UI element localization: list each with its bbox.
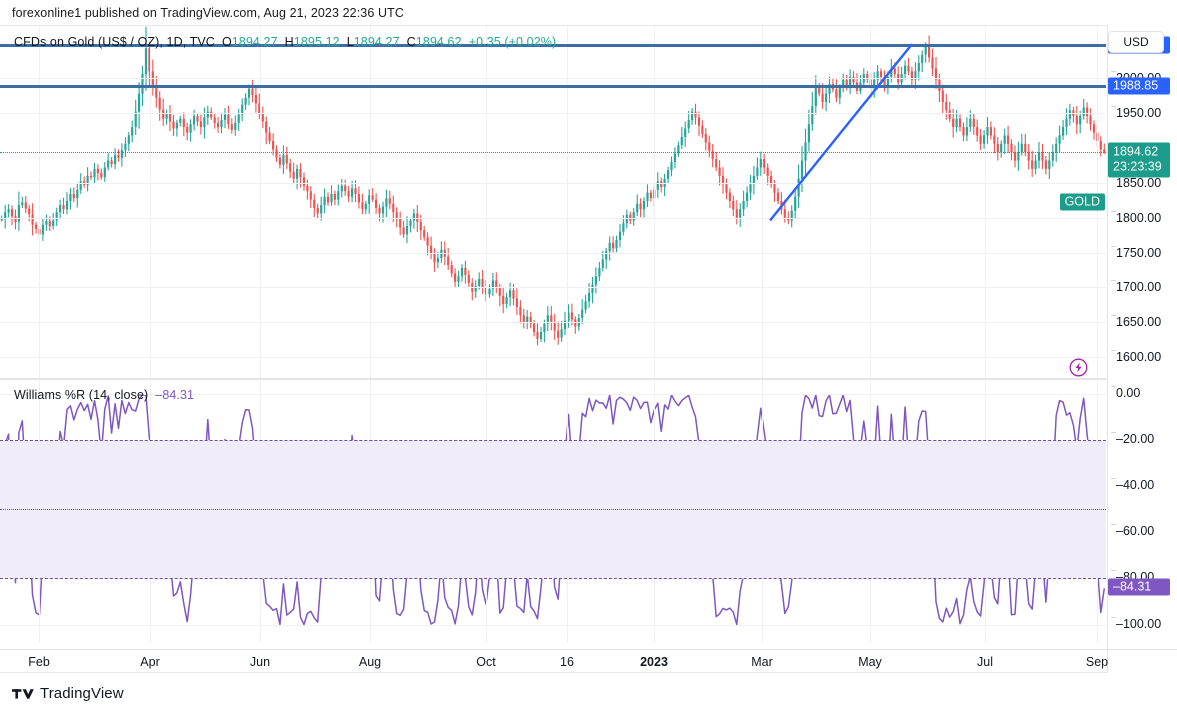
symbol-price-tag: GOLD [1059, 193, 1105, 211]
time-label: Apr [140, 655, 160, 669]
time-label: May [858, 655, 882, 669]
price-tick: 1750.00 [1111, 245, 1161, 260]
tradingview-logo-icon[interactable]: TradingView [12, 685, 124, 702]
axis-badge-williams-r[interactable]: –84.31 [1108, 578, 1170, 596]
axis-badge-resistance-1988[interactable]: 1988.85 [1108, 77, 1170, 95]
williams-r-oversold-line [0, 578, 1106, 580]
legend-high-value: 1895.12 [293, 35, 340, 49]
legend-high-label: H [284, 35, 294, 49]
williams-r-overbought-line [0, 440, 1106, 441]
legend-low-label: L [346, 35, 354, 49]
gridline-vertical [486, 26, 487, 378]
time-label: Jul [977, 655, 993, 669]
time-label: 16 [560, 655, 574, 669]
legend-open-label: O [221, 35, 232, 49]
tradingview-brand: TradingView [40, 685, 124, 702]
price-legend: CFDs on Gold (US$ / OZ), 1D, TVC O1894.27… [14, 35, 556, 49]
gridline-vertical [370, 26, 371, 378]
chart-frame: CFDs on Gold (US$ / OZ), 1D, TVC O1894.27… [0, 25, 1177, 673]
indicator-value: –84.31 [155, 388, 195, 402]
gridline-horizontal [0, 393, 1106, 395]
publish-text: forexonline1 published on TradingView.co… [12, 5, 404, 20]
gridline-vertical [567, 26, 568, 378]
price-tick: 1950.00 [1111, 106, 1161, 120]
time-label: Aug [358, 655, 382, 669]
williams-r-tick: –100.00 [1111, 616, 1161, 631]
gridline-vertical [654, 26, 655, 378]
price-tick: 1600.00 [1111, 350, 1161, 364]
gridline-vertical [260, 26, 261, 378]
publish-header: forexonline1 published on TradingView.co… [0, 0, 1177, 25]
legend-close-label: C [406, 35, 416, 49]
price-pane[interactable]: CFDs on Gold (US$ / OZ), 1D, TVC O1894.27… [0, 26, 1106, 378]
indicator-title[interactable]: Williams %R (14, close) [14, 388, 149, 402]
bar-countdown: 23:23:39 [1113, 159, 1162, 174]
gridline-horizontal [0, 217, 1106, 219]
price-tick: 1800.00 [1111, 210, 1161, 225]
resistance-line-2047[interactable] [0, 43, 1106, 47]
last-price-dotted-line [0, 151, 1106, 153]
legend-open-value: 1894.27 [231, 35, 278, 49]
time-label: Jun [249, 655, 271, 669]
williams-r-tick: –60.00 [1111, 524, 1154, 538]
gridline-horizontal [0, 624, 1106, 626]
currency-button[interactable]: USD [1108, 31, 1164, 53]
resistance-line-1988[interactable] [0, 84, 1106, 88]
time-label: Mar [751, 655, 773, 669]
time-label: 2023 [640, 655, 668, 669]
lightning-bolt-icon[interactable] [1069, 358, 1088, 377]
gridline-horizontal [0, 252, 1106, 254]
williams-r-pane[interactable]: Williams %R (14, close) –84.31 [0, 379, 1106, 643]
gridline-vertical [985, 26, 986, 378]
time-axis[interactable]: Feb Apr Jun Aug Oct 16 2023 Mar May Jul Sep [0, 649, 1177, 673]
gridline-horizontal [0, 78, 1106, 80]
price-tick: 1700.00 [1111, 280, 1161, 294]
williams-r-tick: –20.00 [1111, 432, 1154, 446]
legend-close-value: 1894.62 [415, 35, 462, 49]
gridline-horizontal [0, 357, 1106, 359]
time-label: Oct [476, 655, 496, 669]
time-label: Feb [28, 655, 50, 669]
last-price-value: 1894.62 [1113, 144, 1159, 159]
williams-r-midline [0, 509, 1106, 511]
pane-separator[interactable] [0, 378, 1177, 379]
legend-symbol[interactable]: CFDs on Gold (US$ / OZ), 1D, TVC [14, 35, 215, 49]
gridline-horizontal [0, 182, 1106, 184]
gridline-horizontal [0, 287, 1106, 289]
price-tick: 1850.00 [1111, 175, 1161, 190]
williams-r-tick: –40.00 [1111, 478, 1154, 492]
williams-r-legend: Williams %R (14, close) –84.31 [14, 388, 194, 402]
price-tick: 1650.00 [1111, 315, 1161, 329]
gridline-horizontal [0, 322, 1106, 324]
williams-r-tick: 0.00 [1111, 385, 1140, 400]
footer: TradingView [0, 674, 1177, 713]
gridline-horizontal [0, 113, 1106, 115]
price-axis[interactable]: 2000.001950.001850.001800.001750.001700.… [1107, 25, 1177, 673]
legend-change: +0.35 (+0.02%) [468, 35, 557, 49]
gridline-vertical [762, 26, 763, 378]
legend-low-value: 1894.27 [353, 35, 400, 49]
gridline-vertical [150, 26, 151, 378]
time-label: Sep [1085, 655, 1109, 669]
axis-badge-last-price[interactable]: 1894.62 23:23:39 [1108, 142, 1170, 178]
gridline-vertical [39, 26, 40, 378]
